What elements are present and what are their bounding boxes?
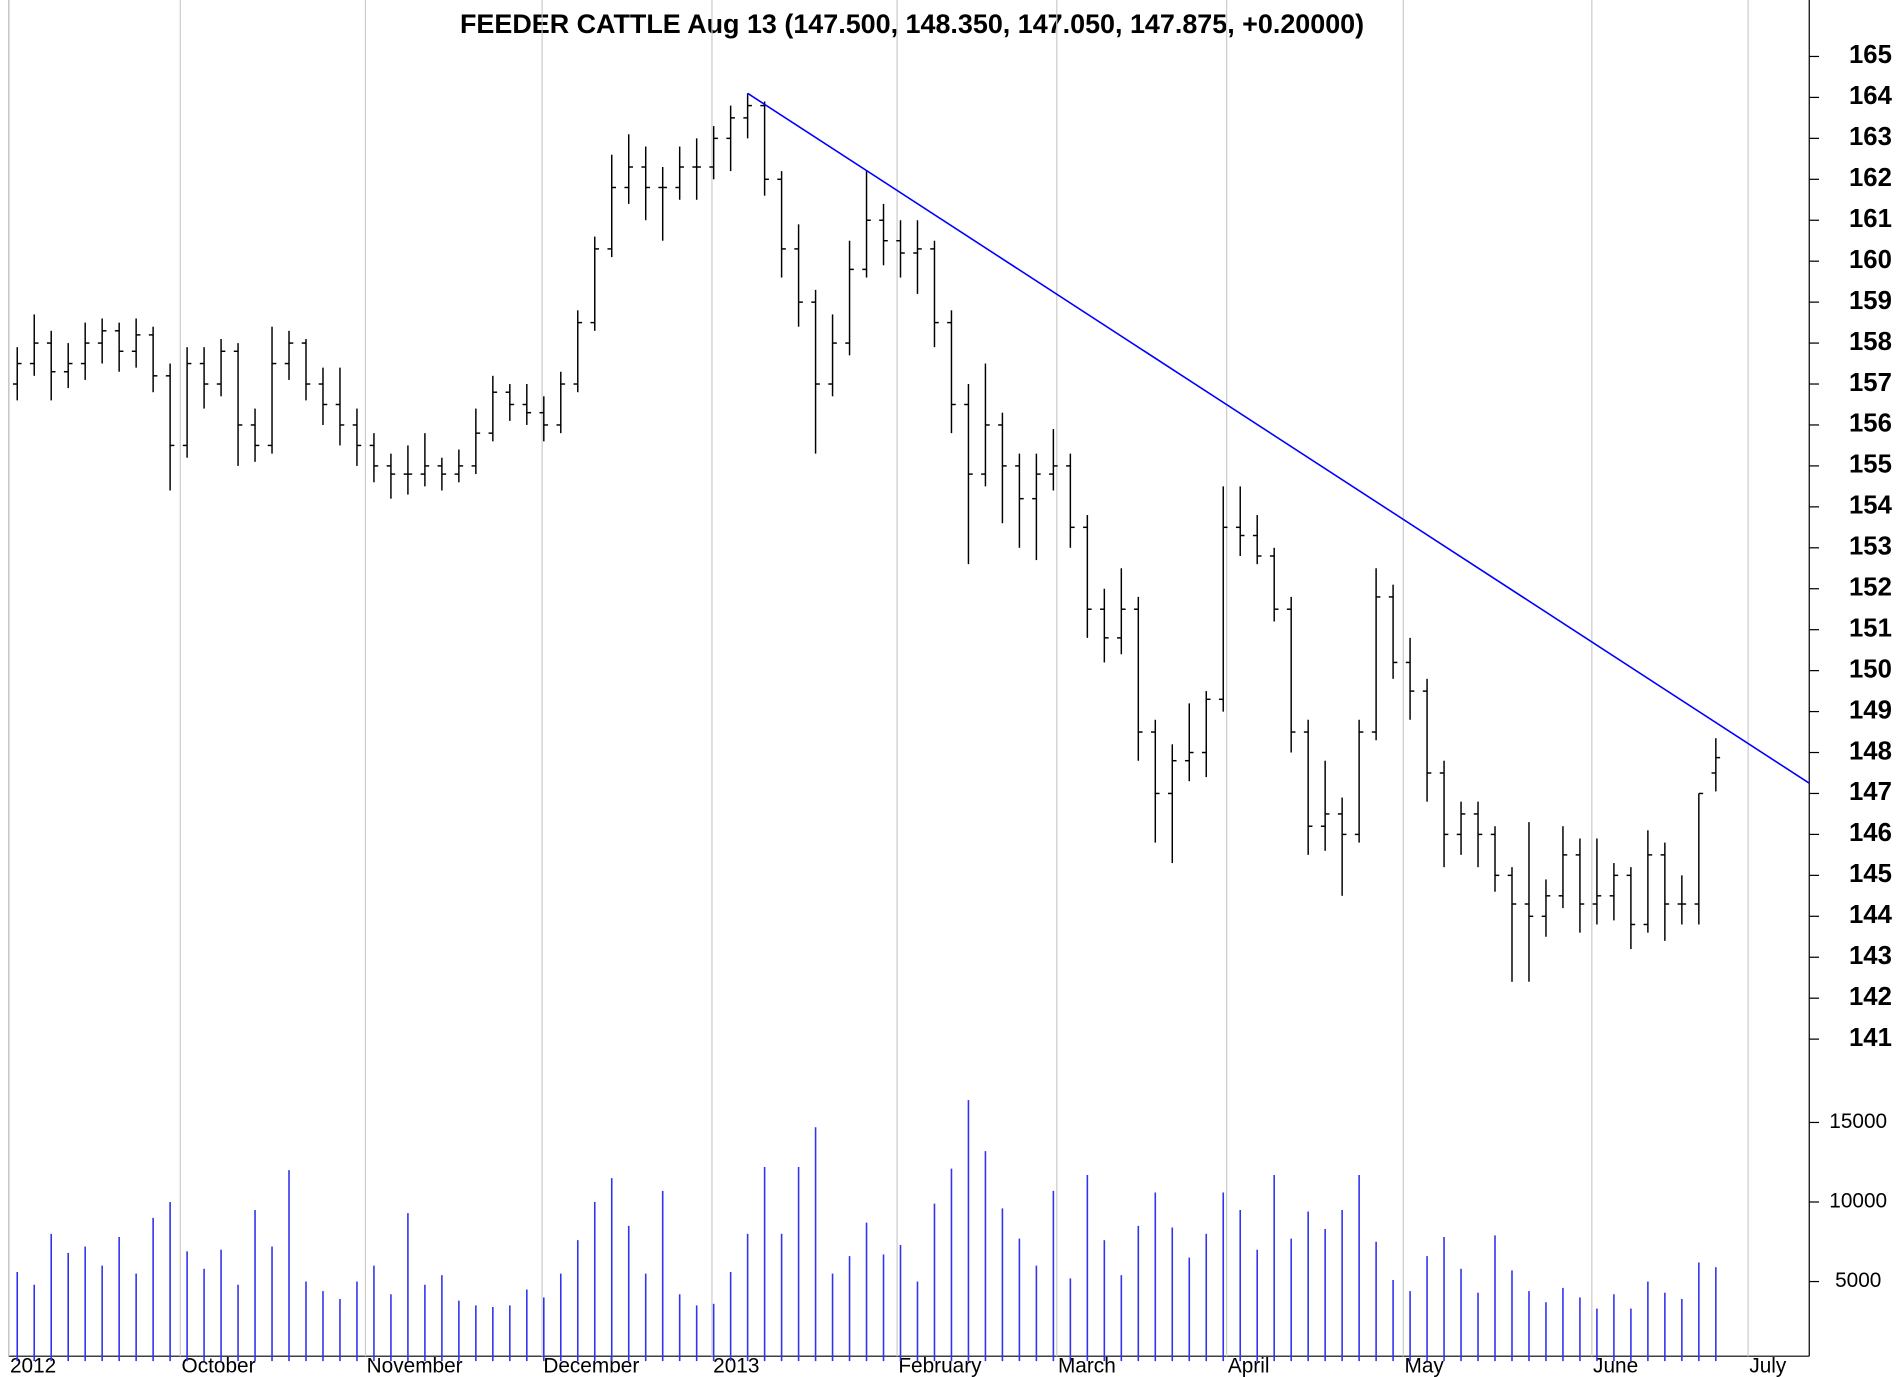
- y2-tick-label: 10000: [1829, 1190, 1887, 1213]
- y-tick-label: 144: [1849, 901, 1893, 929]
- x-tick-label: June: [1593, 1355, 1638, 1377]
- y2-tick-label: 15000: [1829, 1110, 1887, 1133]
- y-tick-label: 164: [1849, 82, 1893, 110]
- x-tick-label: March: [1058, 1355, 1116, 1377]
- y-tick-label: 146: [1849, 819, 1892, 847]
- y-tick-label: 156: [1849, 410, 1892, 438]
- y-tick-label: 154: [1849, 492, 1893, 520]
- x-tick-label: 2013: [713, 1355, 759, 1377]
- x-tick-label: April: [1228, 1355, 1270, 1377]
- y-tick-label: 148: [1849, 737, 1892, 765]
- x-tick-label: 2012: [10, 1355, 56, 1377]
- trend-line: [747, 92, 1810, 784]
- y-tick-label: 160: [1849, 246, 1892, 274]
- y-tick-label: 143: [1849, 942, 1892, 970]
- y-tick-label: 149: [1849, 696, 1892, 724]
- y-tick-label: 157: [1849, 369, 1892, 397]
- x-tick-label: December: [543, 1355, 639, 1377]
- chart-title: FEEDER CATTLE Aug 13 (147.500, 148.350, …: [460, 9, 1364, 39]
- y-tick-label: 145: [1849, 860, 1892, 888]
- x-tick-label: May: [1405, 1355, 1445, 1377]
- y-tick-label: 163: [1849, 123, 1892, 151]
- y-tick-label: 159: [1849, 287, 1892, 315]
- x-tick-label: July: [1749, 1355, 1787, 1377]
- y-tick-label: 142: [1849, 983, 1892, 1011]
- y-tick-label: 162: [1849, 164, 1892, 192]
- y-tick-label: 155: [1849, 451, 1892, 479]
- x-tick-label: October: [182, 1355, 256, 1377]
- y-tick-label: 165: [1849, 41, 1892, 69]
- y2-tick-label: 5000: [1835, 1269, 1881, 1292]
- y-tick-label: 147: [1849, 778, 1892, 806]
- y-tick-label: 151: [1849, 614, 1892, 642]
- y-tick-label: 141: [1849, 1024, 1892, 1052]
- y-tick-label: 158: [1849, 328, 1892, 356]
- y-tick-label: 152: [1849, 574, 1892, 602]
- x-tick-label: February: [898, 1355, 982, 1377]
- y-tick-label: 161: [1849, 205, 1892, 233]
- y-tick-label: 153: [1849, 533, 1892, 561]
- x-tick-label: November: [367, 1355, 463, 1377]
- y-tick-label: 150: [1849, 655, 1892, 683]
